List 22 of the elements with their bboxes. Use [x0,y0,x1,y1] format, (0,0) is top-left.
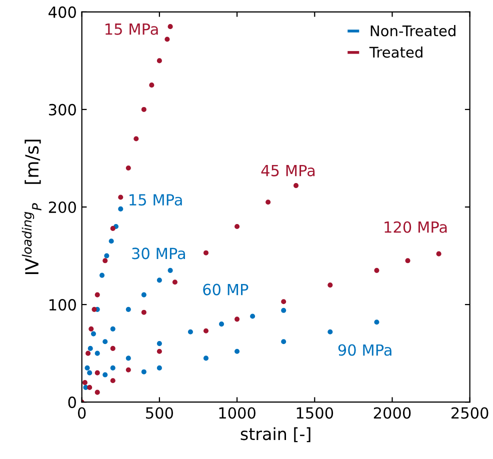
y-tick-label: 0 [68,396,76,408]
x-tick-label: 500 [146,407,173,419]
y-tick-label: 300 [48,104,76,116]
y-tick-label: 400 [48,6,76,18]
legend-label: Non-Treated [370,25,456,36]
y-tick-label: 200 [48,201,76,214]
annotation: 15 MPa [130,194,182,206]
annotation: 30 MPa [132,248,185,260]
x-tick-label: 1500 [296,407,334,419]
x-tick-label: 0 [78,407,86,419]
legend-label: Treated [369,46,422,58]
x-tick-label: 2000 [374,407,411,419]
annotation: 15 MPa [105,24,158,35]
x-tick-label: 2500 [452,407,488,419]
annotation: 60 MP [203,284,248,296]
annotation: 45 MPa [261,164,315,176]
text: IV$^{loading}$$_{P}$ [m/s] [22,140,42,274]
annotation: 120 MPa [384,221,447,233]
x-axis-title: strain [-] [240,427,310,442]
y-tick-label: 100 [49,299,76,311]
annotation: 90 MPa [338,344,392,356]
x-tick-label: 1000 [219,407,256,419]
